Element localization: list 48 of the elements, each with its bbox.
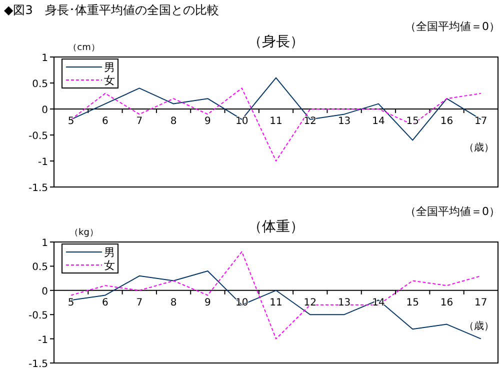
x-tick-label: 17 xyxy=(474,116,488,127)
y-tick-label: -0.5 xyxy=(28,310,48,322)
y-tick-label: -1 xyxy=(38,157,48,168)
x-tick-label: 14 xyxy=(372,116,385,127)
x-tick-label: 17 xyxy=(474,297,488,308)
y-tick-label: 0.5 xyxy=(32,79,48,90)
x-tick-label: 7 xyxy=(136,116,143,127)
y-tick-label: 0 xyxy=(42,105,48,116)
x-tick-label: 6 xyxy=(102,297,108,308)
x-tick-label: 10 xyxy=(235,116,248,127)
x-tick-label: 11 xyxy=(270,297,282,308)
x-tick-label: 15 xyxy=(406,297,419,308)
text: ◆図3 身長･体重平均値の全国との比較 xyxy=(4,3,219,17)
x-tick-label: 13 xyxy=(338,297,351,308)
x-tick-label: 16 xyxy=(440,297,454,308)
x-axis-title: （歳） xyxy=(464,320,494,332)
x-tick-label: 5 xyxy=(68,116,74,127)
x-axis-title: （歳） xyxy=(464,142,494,154)
legend-label: 男 xyxy=(104,246,115,259)
x-tick-label: 12 xyxy=(304,116,317,127)
chart-title: （身長） xyxy=(248,34,304,50)
legend-label: 女 xyxy=(104,74,115,87)
legend-label: 男 xyxy=(104,61,115,74)
legend-label: 女 xyxy=(104,259,115,272)
x-tick-label: 9 xyxy=(204,116,211,127)
y-tick-label: -1.5 xyxy=(28,183,48,194)
y-axis-title: （cm） xyxy=(68,43,100,53)
x-tick-label: 8 xyxy=(170,297,177,308)
x-tick-label: 7 xyxy=(136,297,143,308)
x-tick-label: 13 xyxy=(338,116,351,127)
y-tick-label: 0.5 xyxy=(32,262,48,274)
x-tick-label: 9 xyxy=(204,297,211,308)
x-tick-label: 5 xyxy=(68,297,74,308)
y-axis-title: （kg） xyxy=(70,228,98,238)
chart-subtitle: （全国平均値＝0） xyxy=(405,20,500,33)
y-tick-label: -0.5 xyxy=(28,131,48,142)
chart-title: （体重） xyxy=(248,219,304,235)
y-tick-label: 1 xyxy=(42,53,48,64)
x-tick-label: 16 xyxy=(440,116,454,127)
y-tick-label: 1 xyxy=(42,238,48,249)
x-tick-label: 8 xyxy=(170,116,177,127)
y-tick-label: 0 xyxy=(42,286,48,298)
x-tick-label: 11 xyxy=(270,116,282,127)
chart-subtitle: （全国平均値＝0） xyxy=(405,205,500,218)
y-tick-label: -1.5 xyxy=(28,359,48,370)
y-tick-label: -1 xyxy=(38,334,48,346)
x-tick-label: 12 xyxy=(304,297,317,308)
x-tick-label: 6 xyxy=(102,116,108,127)
